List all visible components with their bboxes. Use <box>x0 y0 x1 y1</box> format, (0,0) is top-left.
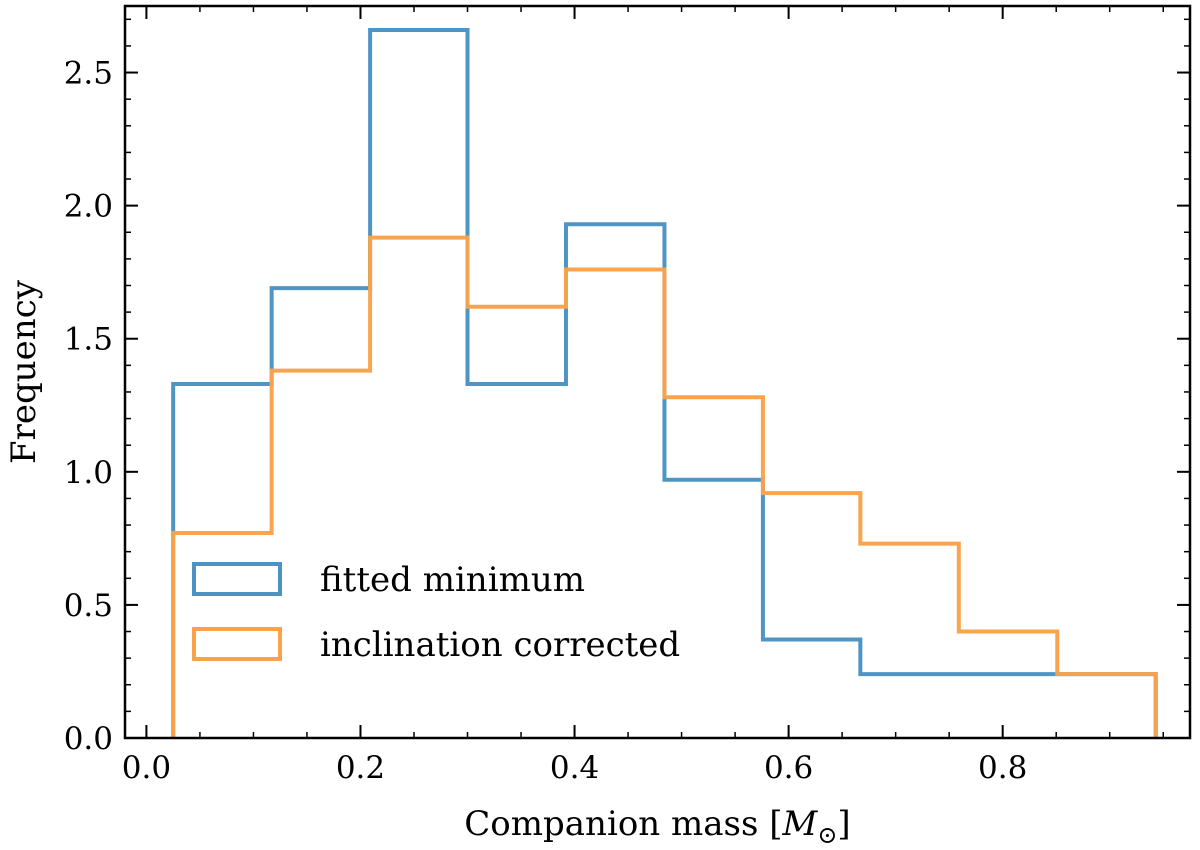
y-tick-label: 1.0 <box>64 455 113 491</box>
y-tick-label: 0.0 <box>64 721 113 757</box>
histogram-bar <box>566 270 664 738</box>
legend-swatch <box>192 562 282 596</box>
histogram-bar <box>664 397 762 738</box>
y-tick-label: 2.5 <box>64 56 113 92</box>
y-tick-label: 1.5 <box>64 322 113 358</box>
histogram-bar <box>860 544 958 738</box>
legend-swatch <box>192 627 282 661</box>
y-axis-label: Frequency <box>4 279 44 464</box>
histogram-bar <box>468 307 566 738</box>
series-inclination-corrected <box>171 235 1158 738</box>
axes-frame <box>123 4 1192 740</box>
x-tick-label: 0.0 <box>122 750 171 786</box>
legend-label: inclination corrected <box>320 625 680 665</box>
x-tick-label: 0.2 <box>336 750 385 786</box>
histogram-step-line <box>171 27 1158 738</box>
series-fitted-minimum <box>171 27 1158 738</box>
axis-labels: 0.0 0.2 0.4 0.6 0.8 0.0 0.5 1.0 1.5 2.0 2.5 Compani… <box>4 56 1027 849</box>
x-axis-label: Companion mass [M⊙] <box>464 804 850 849</box>
histogram-bar <box>272 371 370 738</box>
histogram-bar <box>1057 674 1155 738</box>
y-tick-label: 0.5 <box>64 588 113 624</box>
legend: fitted minimum inclination corrected <box>192 560 680 665</box>
x-tick-label: 0.6 <box>764 750 813 786</box>
histogram-step-line <box>171 235 1158 738</box>
plot-area <box>171 27 1158 738</box>
y-tick-label: 2.0 <box>64 189 113 225</box>
legend-label: fitted minimum <box>320 560 585 600</box>
x-tick-label: 0.8 <box>978 750 1027 786</box>
x-tick-label: 0.4 <box>550 750 599 786</box>
histogram-bar <box>959 632 1057 738</box>
histogram-bar <box>763 493 860 738</box>
